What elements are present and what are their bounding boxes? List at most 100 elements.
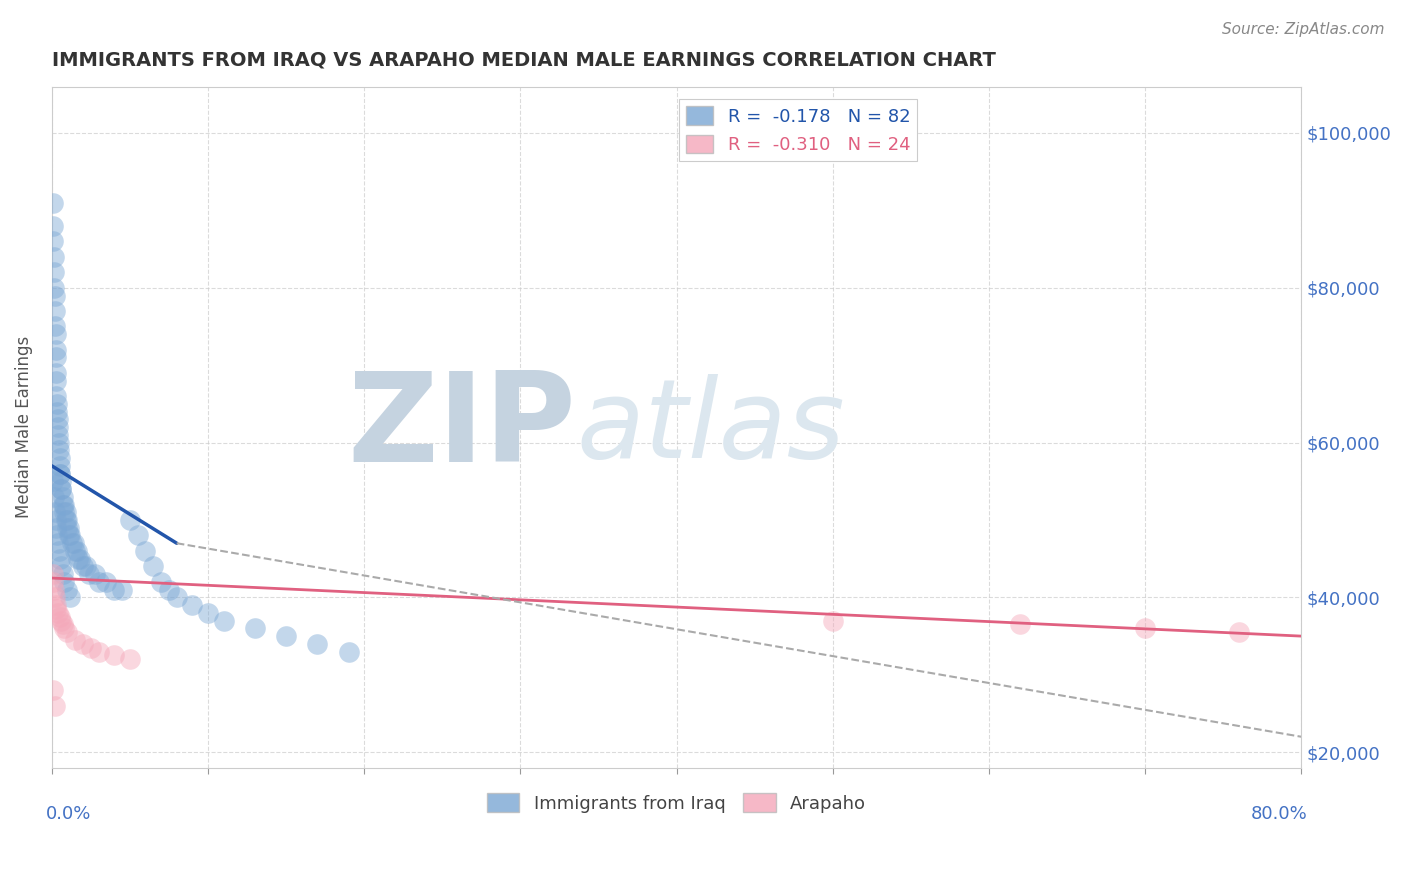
Point	[48, 544, 70, 558]
Point	[58, 521, 80, 535]
Point	[42, 219, 65, 233]
Point	[42, 250, 65, 264]
Point	[62, 536, 84, 550]
Point	[1227, 625, 1250, 640]
Text: atlas: atlas	[576, 374, 845, 481]
Point	[46, 420, 69, 434]
Point	[96, 574, 118, 589]
Point	[52, 490, 75, 504]
Point	[52, 498, 75, 512]
Point	[72, 559, 94, 574]
Point	[46, 536, 69, 550]
Point	[45, 521, 67, 535]
Point	[66, 544, 89, 558]
Point	[42, 265, 65, 279]
Point	[45, 327, 67, 342]
Point	[45, 602, 67, 616]
Point	[53, 498, 76, 512]
Point	[42, 235, 65, 249]
Text: 0.0%: 0.0%	[45, 805, 91, 823]
Point	[67, 551, 90, 566]
Point	[337, 644, 360, 658]
Point	[150, 574, 173, 589]
Point	[157, 582, 180, 597]
Text: IMMIGRANTS FROM IRAQ VS ARAPAHO MEDIAN MALE EARNINGS CORRELATION CHART: IMMIGRANTS FROM IRAQ VS ARAPAHO MEDIAN M…	[52, 51, 995, 70]
Point	[56, 513, 79, 527]
Point	[42, 475, 65, 489]
Point	[52, 567, 75, 582]
Point	[111, 582, 134, 597]
Point	[56, 625, 79, 640]
Point	[48, 467, 70, 481]
Point	[48, 451, 70, 466]
Point	[58, 528, 80, 542]
Point	[103, 648, 125, 663]
Point	[49, 614, 72, 628]
Point	[243, 621, 266, 635]
Point	[42, 195, 65, 210]
Point	[49, 467, 72, 481]
Point	[42, 582, 65, 597]
Point	[127, 528, 149, 542]
Point	[49, 482, 72, 496]
Point	[49, 482, 72, 496]
Point	[118, 652, 141, 666]
Point	[87, 644, 110, 658]
Point	[42, 490, 65, 504]
Point	[44, 319, 66, 334]
Point	[53, 505, 76, 519]
Point	[56, 521, 79, 535]
Point	[42, 281, 65, 295]
Point	[44, 304, 66, 318]
Point	[45, 598, 67, 612]
Point	[46, 397, 69, 411]
Point	[72, 637, 94, 651]
Point	[63, 632, 86, 647]
Point	[55, 513, 77, 527]
Point	[59, 528, 82, 542]
Point	[118, 513, 141, 527]
Point	[45, 351, 67, 365]
Point	[44, 505, 66, 519]
Point	[87, 574, 110, 589]
Point	[142, 559, 165, 574]
Point	[60, 536, 83, 550]
Point	[44, 698, 66, 713]
Point	[48, 458, 70, 473]
Point	[45, 343, 67, 357]
Point	[212, 614, 235, 628]
Point	[45, 513, 67, 527]
Point	[42, 574, 65, 589]
Point	[56, 582, 79, 597]
Point	[48, 443, 70, 458]
Point	[84, 567, 107, 582]
Text: ZIP: ZIP	[347, 367, 576, 488]
Point	[59, 591, 82, 605]
Point	[69, 551, 91, 566]
Point	[49, 559, 72, 574]
Text: Source: ZipAtlas.com: Source: ZipAtlas.com	[1222, 22, 1385, 37]
Point	[53, 574, 76, 589]
Point	[46, 427, 69, 442]
Point	[46, 606, 69, 620]
Point	[53, 621, 76, 635]
Point	[63, 544, 86, 558]
Point	[75, 559, 97, 574]
Point	[45, 366, 67, 380]
Point	[197, 606, 219, 620]
Point	[307, 637, 329, 651]
Point	[80, 640, 103, 655]
Legend: Immigrants from Iraq, Arapaho: Immigrants from Iraq, Arapaho	[479, 786, 873, 820]
Point	[48, 551, 70, 566]
Point	[134, 544, 156, 558]
Point	[48, 609, 70, 624]
Point	[45, 374, 67, 388]
Point	[274, 629, 297, 643]
Point	[42, 683, 65, 698]
Point	[52, 617, 75, 632]
Y-axis label: Median Male Earnings: Median Male Earnings	[15, 336, 32, 518]
Text: 80.0%: 80.0%	[1251, 805, 1308, 823]
Point	[41, 567, 63, 582]
Point	[44, 288, 66, 302]
Point	[181, 598, 204, 612]
